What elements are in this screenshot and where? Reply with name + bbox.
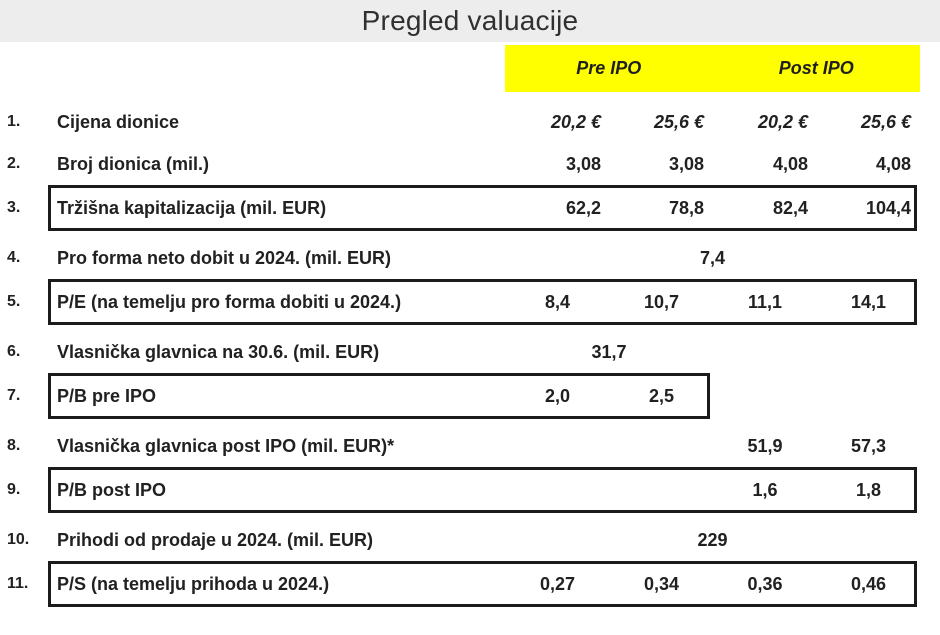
row-number: 6. [7, 343, 21, 360]
row-number: 5. [7, 293, 21, 310]
value-cell: 2,5 [648, 385, 675, 406]
column-group-post-ipo: Post IPO [778, 58, 854, 78]
row-label: Cijena dionice [57, 111, 180, 132]
column-group-pre-ipo: Pre IPO [576, 58, 642, 78]
row-label: Pro forma neto dobit u 2024. (mil. EUR) [57, 247, 392, 268]
value-cell: 4,08 [875, 153, 911, 174]
row-number: 2. [7, 155, 21, 172]
table-row: 6. Vlasnička glavnica na 30.6. (mil. EUR… [0, 331, 920, 373]
row-label: Tržišna kapitalizacija (mil. EUR) [57, 197, 327, 218]
value-cell: 25,6 € [653, 111, 704, 132]
value-cell: 51,9 [747, 435, 783, 456]
title-bar: Pregled valuacije [0, 0, 940, 42]
value-cell: 0,46 [850, 573, 887, 594]
value-cell: 57,3 [850, 435, 887, 456]
value-cell: 14,1 [850, 291, 887, 312]
value-cell-merged: 229 [697, 529, 728, 550]
value-cell: 20,2 € [550, 111, 601, 132]
value-cell: 1,6 [752, 479, 778, 500]
value-cell: 104,4 [865, 197, 911, 218]
value-cell: 4,08 [772, 153, 808, 174]
value-cell: 2,0 [544, 385, 571, 406]
table-row: 11. P/S (na temelju prihoda u 2024.) 0,2… [0, 561, 920, 607]
row-label: Prihodi od prodaje u 2024. (mil. EUR) [57, 529, 374, 550]
row-label: Vlasnička glavnica na 30.6. (mil. EUR) [57, 341, 380, 362]
row-number: 8. [7, 437, 21, 454]
row-label: P/B post IPO [57, 479, 167, 500]
value-cell: 1,8 [855, 479, 882, 500]
row-label: Broj dionica (mil.) [57, 153, 210, 174]
row-label: Vlasnička glavnica post IPO (mil. EUR)* [57, 435, 395, 456]
table-row: 10. Prihodi od prodaje u 2024. (mil. EUR… [0, 519, 920, 561]
value-cell: 25,6 € [860, 111, 911, 132]
value-cell: 10,7 [643, 291, 680, 312]
table-row: 7. P/B pre IPO 2,0 2,5 [0, 373, 920, 419]
value-cell: 0,36 [747, 573, 783, 594]
value-cell-merged: 7,4 [699, 247, 726, 268]
value-cell: 20,2 € [757, 111, 808, 132]
value-cell: 62,2 [565, 197, 601, 218]
value-cell: 0,34 [643, 573, 680, 594]
value-cell: 3,08 [565, 153, 601, 174]
value-cell: 8,4 [544, 291, 571, 312]
value-cell-merged: 31,7 [591, 341, 627, 362]
row-number: 10. [7, 531, 30, 548]
value-cell: 78,8 [668, 197, 704, 218]
row-number: 7. [7, 387, 21, 404]
value-cell: 11,1 [747, 291, 783, 312]
table-row: 9. P/B post IPO 1,6 1,8 [0, 467, 920, 513]
value-cell: 3,08 [668, 153, 704, 174]
row-label: P/E (na temelju pro forma dobiti u 2024.… [57, 291, 402, 312]
column-group-header-row: Pre IPO Post IPO [0, 45, 920, 92]
table-row: 4. Pro forma neto dobit u 2024. (mil. EU… [0, 237, 920, 279]
row-number: 4. [7, 249, 21, 266]
table-row: 5. P/E (na temelju pro forma dobiti u 20… [0, 279, 920, 325]
row-number: 9. [7, 481, 21, 498]
page-title: Pregled valuacije [361, 5, 579, 36]
row-label: P/S (na temelju prihoda u 2024.) [57, 573, 330, 594]
row-label: P/B pre IPO [57, 385, 157, 406]
table-row: 1. Cijena dionice 20,2 € 25,6 € 20,2 € 2… [0, 101, 920, 143]
table-row: 2. Broj dionica (mil.) 3,08 3,08 4,08 4,… [0, 143, 920, 185]
table-row: 3. Tržišna kapitalizacija (mil. EUR) 62,… [0, 185, 920, 231]
row-number: 1. [7, 113, 21, 130]
value-cell: 0,27 [539, 573, 576, 594]
value-cell: 82,4 [772, 197, 808, 218]
column-group-header-band: Pre IPO Post IPO [505, 45, 920, 92]
table-row: 8. Vlasnička glavnica post IPO (mil. EUR… [0, 425, 920, 467]
row-number: 11. [7, 575, 29, 592]
row-number: 3. [7, 199, 21, 216]
